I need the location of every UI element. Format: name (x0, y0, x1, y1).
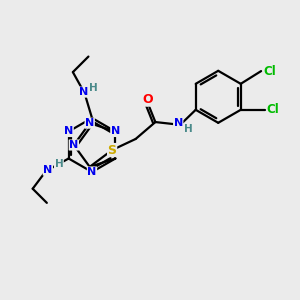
Text: H: H (55, 159, 63, 169)
Text: N: N (87, 167, 97, 177)
Text: H: H (89, 83, 98, 93)
Text: O: O (142, 93, 152, 106)
Text: N: N (64, 127, 73, 136)
Text: N: N (43, 165, 52, 175)
Text: N: N (85, 118, 94, 128)
Text: N: N (79, 87, 88, 97)
Text: N: N (111, 127, 120, 136)
Text: Cl: Cl (267, 103, 280, 116)
Text: H: H (184, 124, 193, 134)
Text: N: N (174, 118, 183, 128)
Text: Cl: Cl (263, 64, 276, 78)
Text: N: N (69, 140, 79, 150)
Text: S: S (108, 143, 117, 157)
